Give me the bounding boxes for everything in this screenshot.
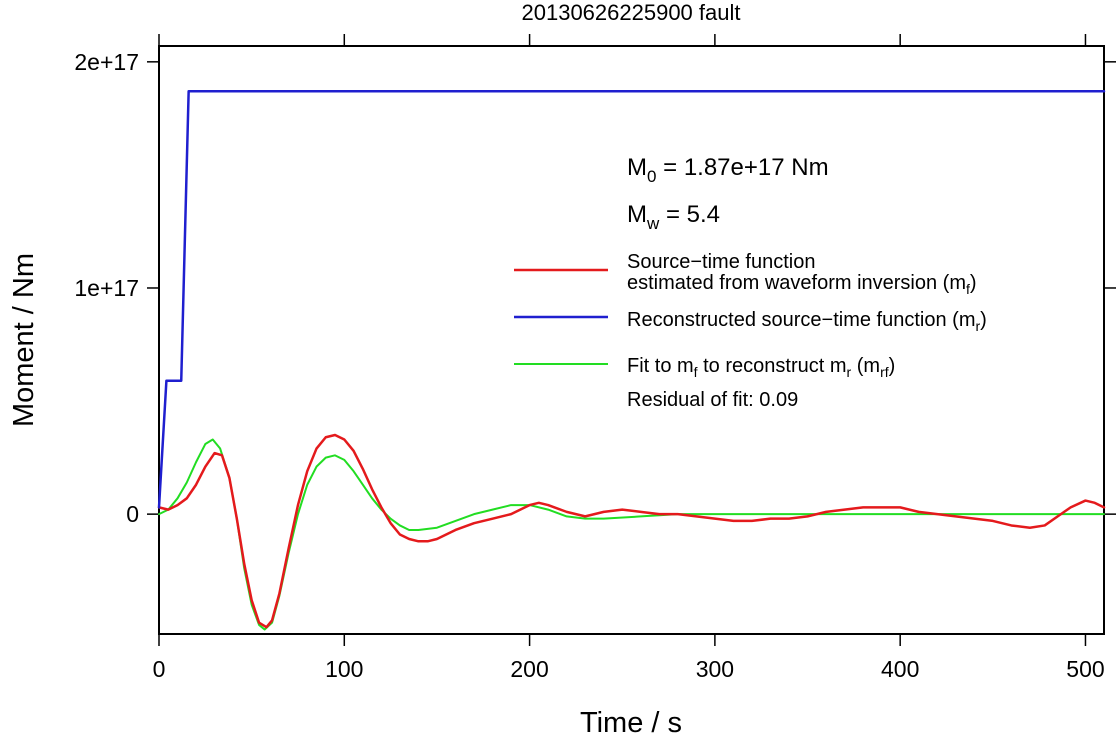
legend-label-mr: Reconstructed source−time function (mr) <box>627 309 987 334</box>
x-tick-label: 100 <box>325 656 363 682</box>
x-axis-ticks: 0 100 200 300 400 500 <box>153 34 1105 682</box>
x-axis-label: Time / s <box>580 707 682 735</box>
legend-mf-close: ) <box>970 272 977 294</box>
legend-label-mf-line1: Source−time function <box>627 251 815 273</box>
plot-frame <box>158 45 1105 635</box>
m0-annotation: M0 = 1.87e+17 Nm <box>627 154 829 186</box>
series-line-mr <box>157 89 1106 509</box>
series-group <box>157 89 1106 631</box>
legend-mrf-text1: Fit to m <box>627 355 694 377</box>
legend-mf-sub: f <box>966 281 970 297</box>
x-tick-label: 0 <box>153 656 166 682</box>
y-tick-label: 2e+17 <box>74 49 139 75</box>
legend-label-mf-line2: estimated from waveform inversion (mf) <box>627 272 977 297</box>
legend: Source−time function estimated from wave… <box>514 251 987 411</box>
legend-mrf-text3: (m <box>851 355 880 377</box>
y-tick-label: 0 <box>126 501 139 527</box>
y-axis-ticks: 0 1e+17 2e+17 <box>74 49 1116 527</box>
chart-title: 20130626225900 fault <box>522 0 741 25</box>
legend-mrf-text2: to reconstruct m <box>698 355 847 377</box>
x-tick-label: 300 <box>696 656 734 682</box>
mw-value: = 5.4 <box>659 201 720 228</box>
legend-mr-text: Reconstructed source−time function (m <box>627 309 976 331</box>
mw-subscript: w <box>646 214 660 233</box>
x-tick-label: 200 <box>510 656 548 682</box>
legend-mf-text: estimated from waveform inversion (m <box>627 272 966 294</box>
legend-mrf-close: ) <box>889 355 896 377</box>
series-line-mf <box>157 433 1106 629</box>
legend-mrf-sub3: rf <box>880 364 889 380</box>
x-tick-label: 400 <box>881 656 919 682</box>
series-line-mrf <box>158 438 1105 631</box>
legend-mr-close: ) <box>980 309 987 331</box>
legend-mr-sub: r <box>976 318 981 334</box>
x-tick-label: 500 <box>1066 656 1104 682</box>
mw-annotation: Mw = 5.4 <box>627 201 720 233</box>
m0-value: = 1.87e+17 Nm <box>656 154 828 181</box>
y-tick-label: 1e+17 <box>74 275 139 301</box>
legend-mrf-sub1: f <box>694 364 698 380</box>
y-axis-label: Moment / Nm <box>8 253 40 427</box>
m0-symbol: M <box>627 154 647 181</box>
legend-label-mrf: Fit to mf to reconstruct mr (mrf) <box>627 355 895 380</box>
legend-mrf-sub2: r <box>847 364 852 380</box>
residual-annotation: Residual of fit: 0.09 <box>627 389 798 411</box>
mw-symbol: M <box>627 201 647 228</box>
m0-subscript: 0 <box>647 167 656 186</box>
